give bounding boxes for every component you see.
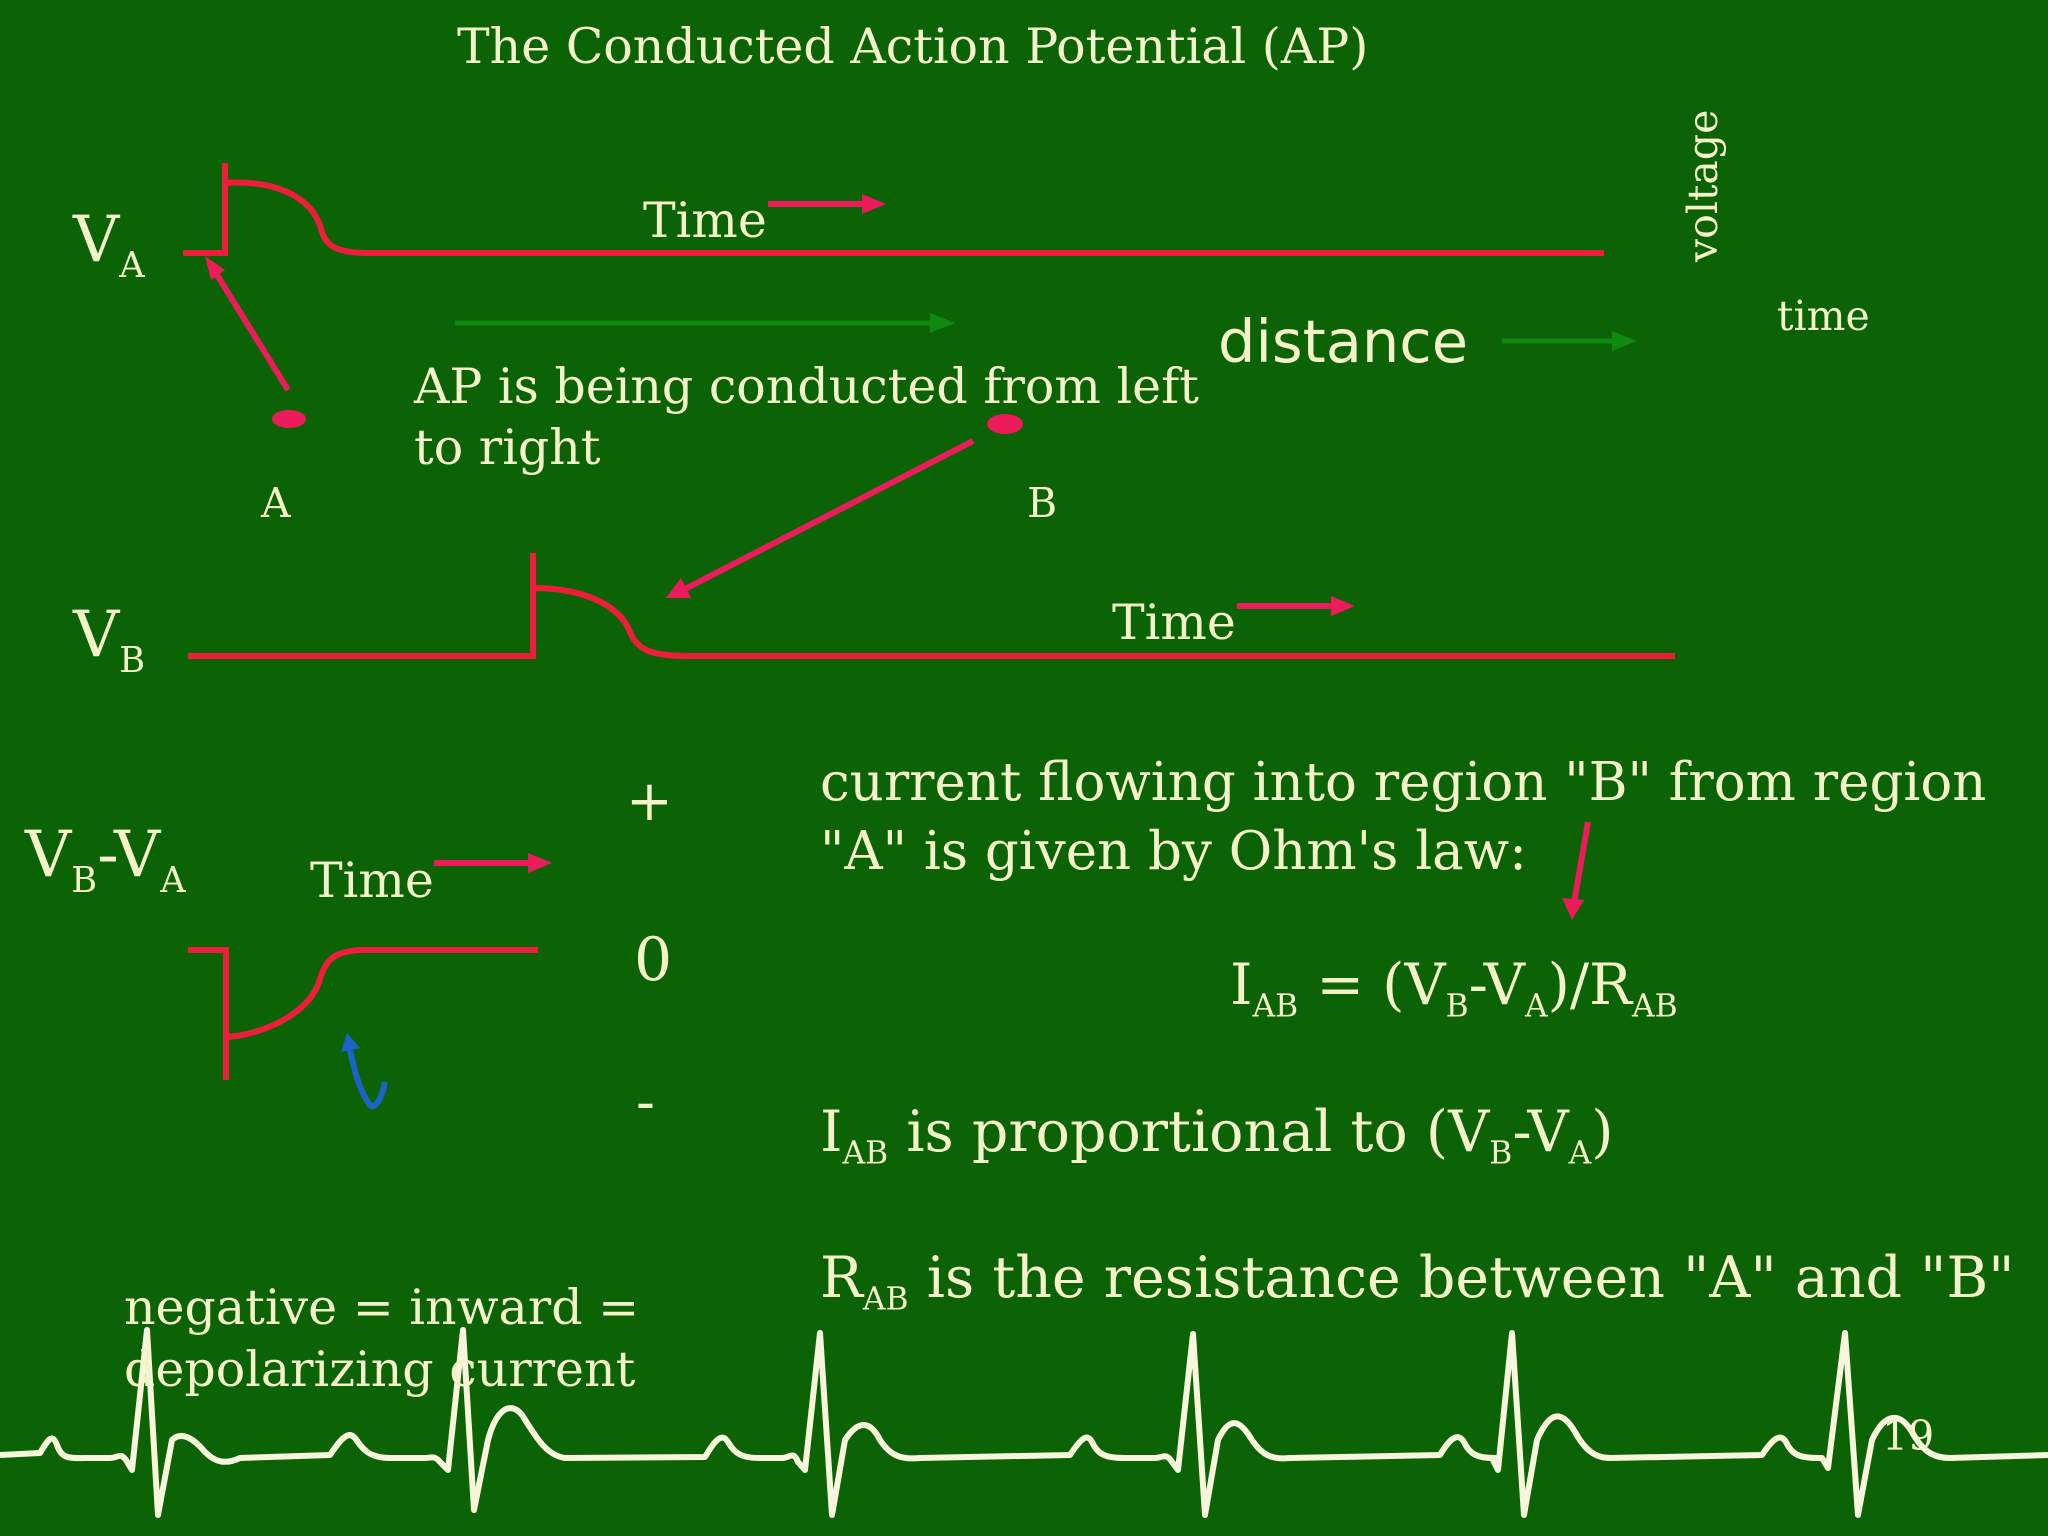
diff-v1: V: [25, 818, 72, 892]
eq-close: )/R: [1547, 952, 1632, 1018]
va-sub: A: [119, 244, 145, 286]
eq-sub-a: A: [1524, 988, 1548, 1025]
prop-dash: -V: [1512, 1099, 1569, 1165]
negative-note-line1: negative = inward =: [124, 1279, 640, 1336]
time-arrow-vb: [1237, 596, 1355, 616]
vb-minus-va-label: VB-VA: [25, 823, 186, 898]
eq-sub-b: B: [1445, 988, 1469, 1025]
va-v: V: [73, 203, 120, 277]
diff-minus: -: [97, 818, 115, 892]
zero-label: 0: [634, 925, 673, 995]
negative-note-line2: depolarizing current: [124, 1341, 636, 1398]
eq-sub-ab: AB: [1252, 988, 1299, 1025]
va-label: VA: [73, 208, 145, 283]
point-b-label: B: [1027, 479, 1058, 527]
eq-sub-ab2: AB: [1631, 988, 1678, 1025]
res-sub-ab: AB: [862, 1281, 909, 1318]
page-number: 19: [1882, 1412, 1935, 1460]
plus-sign: +: [626, 769, 673, 834]
time-label-vb: Time: [1112, 594, 1236, 651]
blue-arrow: [341, 1033, 388, 1110]
prop-i: I: [820, 1099, 843, 1165]
conduction-text-line1: AP is being conducted from left: [414, 358, 1199, 415]
slide-title: The Conducted Action Potential (AP): [457, 18, 1369, 75]
proportional-text: IAB is proportional to (VB-VA): [820, 1104, 1614, 1170]
time-axis-label: time: [1777, 292, 1870, 340]
point-a-marker: [272, 410, 306, 428]
pointer-b-arrow: [666, 438, 975, 598]
vb-v: V: [73, 598, 120, 672]
diff-sub-b: B: [71, 859, 98, 901]
voltage-axis-label: voltage: [1679, 109, 1727, 262]
time-arrow-va: [768, 194, 886, 214]
conduction-arrow: [455, 313, 955, 333]
conduction-text-line2: to right: [414, 419, 601, 476]
vb-trace: [188, 553, 1675, 659]
time-label-va: Time: [643, 192, 767, 249]
vb-label: VB: [73, 603, 145, 678]
point-a-label: A: [261, 479, 291, 527]
pointer-a-arrow: [205, 256, 291, 392]
time-arrow-diff: [434, 853, 552, 873]
eq-mid: = (V: [1298, 952, 1446, 1018]
minus-sign: -: [636, 1070, 655, 1135]
prop-sub-b: B: [1489, 1135, 1513, 1172]
current-text-line2: "A" is given by Ohm's law:: [820, 821, 1527, 882]
current-text-line1: current flowing into region "B" from reg…: [820, 752, 1987, 813]
point-b-marker: [987, 414, 1023, 434]
res-text: is the resistance between "A" and "B": [926, 1245, 2015, 1311]
res-r: R: [820, 1245, 863, 1311]
diff-v2: V: [114, 818, 161, 892]
va-trace: [183, 163, 1604, 256]
diff-sub-a: A: [160, 859, 186, 901]
resistance-text: RAB is the resistance between "A" and "B…: [820, 1250, 2014, 1316]
time-label-diff: Time: [310, 852, 434, 909]
vb-va-trace: [188, 947, 538, 1080]
ohms-law-arrow: [1562, 821, 1591, 920]
ecg-line: [0, 1327, 2048, 1518]
prop-text: is proportional to (V: [906, 1099, 1490, 1165]
ohms-law-equation: IAB = (VB-VA)/RAB: [1230, 957, 1678, 1023]
prop-close: ): [1591, 1099, 1614, 1165]
eq-i: I: [1230, 952, 1253, 1018]
distance-arrow: [1502, 331, 1637, 351]
vb-sub: B: [119, 639, 146, 681]
prop-sub-ab: AB: [842, 1135, 889, 1172]
distance-label: distance: [1218, 307, 1469, 376]
prop-sub-a: A: [1568, 1135, 1592, 1172]
eq-dash: -V: [1468, 952, 1525, 1018]
